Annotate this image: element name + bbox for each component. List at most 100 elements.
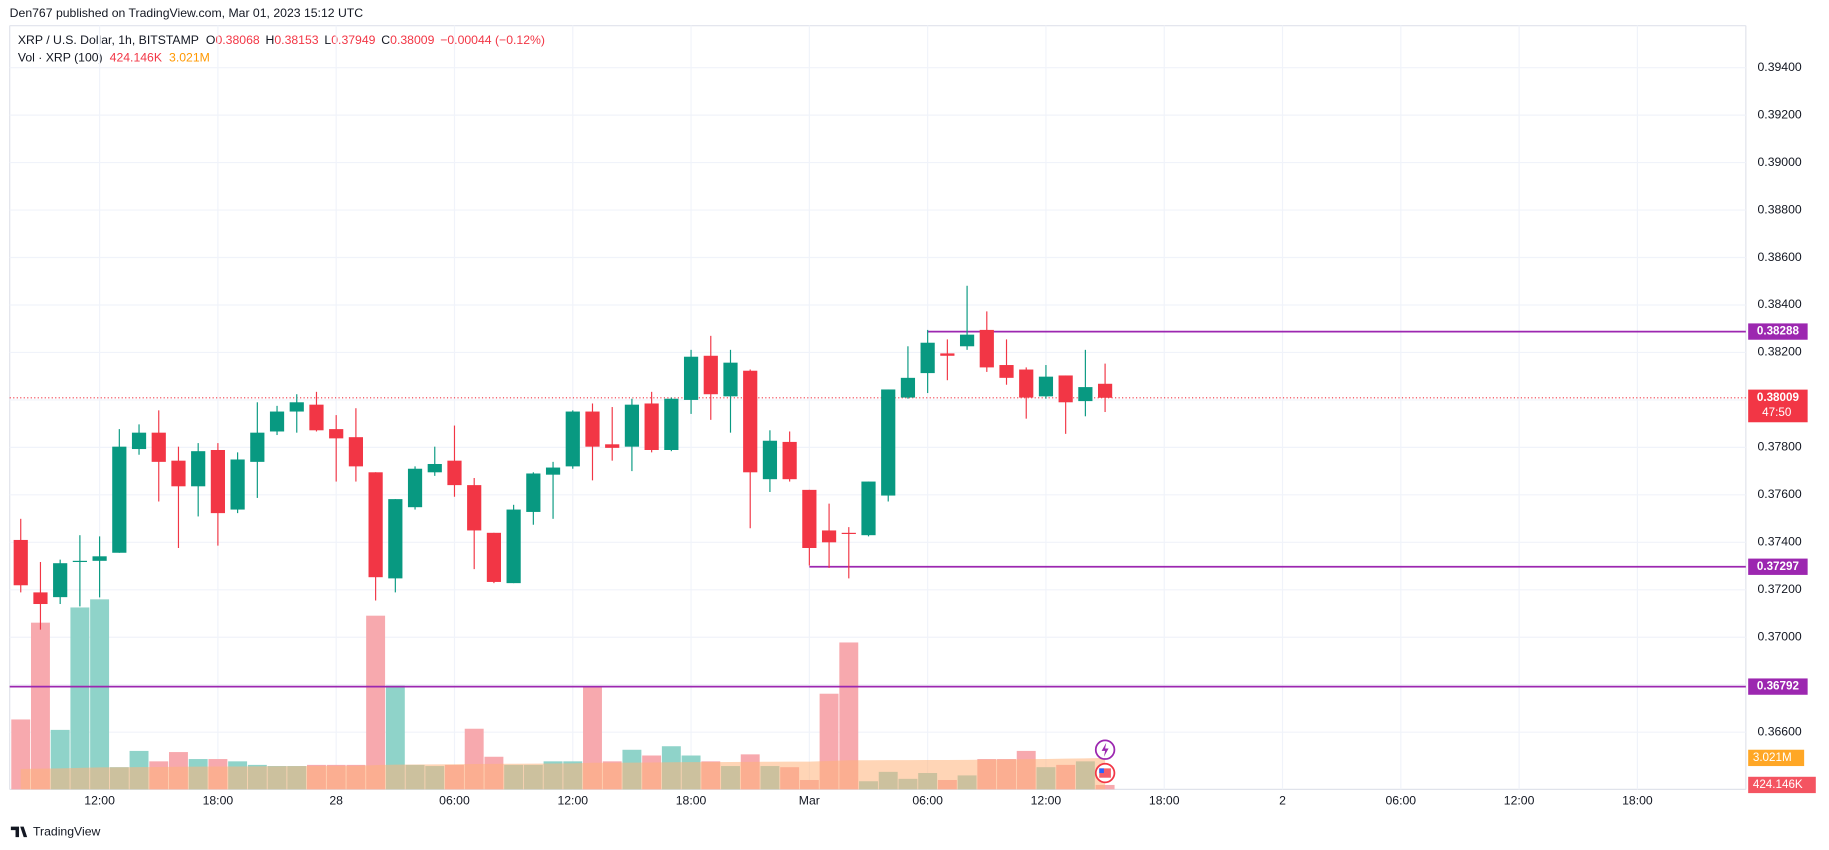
candle-body (289, 402, 304, 412)
volume-pane (11, 599, 1115, 790)
candle-body (585, 411, 600, 447)
price-label-bg (1748, 389, 1808, 423)
candle-body (605, 444, 620, 448)
symbol-title: XRP / U.S. Dollar, 1h, BITSTAMP (18, 33, 199, 47)
event-icon-bolt (1101, 742, 1109, 757)
candle-body (900, 377, 916, 398)
y-tick-label: 0.37000 (1758, 629, 1802, 643)
countdown: 47:50 (1762, 406, 1792, 419)
x-tick-label: 06:00 (912, 793, 943, 807)
candle-body (762, 440, 778, 480)
y-tick-label: 0.38400 (1758, 297, 1802, 311)
candle-body (683, 356, 699, 400)
candle-body (309, 404, 324, 431)
candle-body (112, 446, 127, 553)
x-tick-label: 12:00 (84, 793, 115, 807)
volume-legend: Vol · XRP (100) 424.146K 3.021M (18, 51, 210, 65)
y-tick-label: 0.38600 (1758, 250, 1802, 264)
candle-body (723, 362, 738, 397)
volume-label-bg (1748, 776, 1816, 794)
candle-body (348, 437, 364, 467)
candle-body (841, 532, 856, 535)
candle-body (526, 473, 541, 512)
candle-body (1038, 376, 1054, 397)
candle-body (644, 403, 659, 450)
candle-body (486, 532, 502, 582)
candle-body (407, 468, 423, 508)
y-tick-label: 0.39000 (1758, 155, 1802, 169)
candle-body (1058, 375, 1073, 403)
y-tick-label: 0.39200 (1758, 107, 1802, 121)
candle-body (940, 353, 955, 356)
volume-bar (30, 622, 50, 790)
level-label: 0.37297 (1757, 560, 1799, 573)
y-tick-label: 0.36600 (1758, 724, 1802, 738)
y-tick-label: 0.37200 (1758, 582, 1802, 596)
volume-ma-label-bg (1748, 749, 1805, 767)
legend-line: XRP / U.S. Dollar, 1h, BITSTAMP O0.38068 H… (18, 33, 545, 47)
volume-title: Vol · XRP (100) (18, 51, 103, 65)
ohlc-value: 0.38153 (274, 33, 318, 47)
ohlc-value: 0.38068 (215, 33, 259, 47)
x-tick-label: 2 (1279, 793, 1286, 807)
brand: TradingView (10, 825, 101, 839)
volume-ma-area (20, 757, 1106, 790)
volume-bar (839, 642, 859, 790)
candle-body (368, 472, 383, 578)
flag-icon-stripes (1099, 768, 1111, 778)
candle-body (999, 365, 1014, 378)
brand-logo (10, 826, 28, 838)
level-label-bg (1748, 558, 1808, 575)
volume-label: 424.146K (1753, 778, 1803, 791)
flag-icon-canton (1099, 768, 1104, 774)
candle-body (959, 334, 975, 347)
x-tick-label: 06:00 (439, 793, 470, 807)
volume-bar (90, 599, 110, 790)
volume-ma-label: 3.021M (1753, 751, 1792, 764)
candle-body (151, 432, 166, 462)
candle-body (329, 429, 344, 439)
candle-body (545, 467, 561, 475)
candle-body (427, 463, 442, 473)
ohlc-letter: H (266, 33, 275, 47)
x-tick-label: 06:00 (1386, 793, 1417, 807)
candle-body (131, 432, 147, 450)
candle-body (33, 592, 48, 605)
y-tick-label: 0.37400 (1758, 535, 1802, 549)
candle-body (191, 451, 206, 487)
candle-body (861, 481, 876, 536)
level-label-bg (1748, 678, 1808, 695)
candle-body (1097, 383, 1113, 398)
x-tick-label: 12:00 (1031, 793, 1062, 807)
candle-body (782, 441, 797, 480)
candle-body (506, 509, 521, 584)
x-tick-label: 18:00 (1149, 793, 1180, 807)
level-label: 0.38288 (1757, 325, 1800, 338)
candle-body (230, 459, 245, 510)
y-tick-label: 0.37600 (1758, 487, 1802, 501)
candle-body (13, 539, 28, 586)
volume-ma-last: 3.021M (169, 51, 210, 65)
price-label: 0.38009 (1757, 391, 1800, 404)
x-tick-label: 12:00 (557, 793, 588, 807)
volume-bar (70, 607, 90, 790)
y-tick-label: 0.38800 (1758, 202, 1802, 216)
x-tick-label: 28 (329, 793, 343, 807)
level-label-bg (1748, 323, 1808, 340)
x-tick-label: 18:00 (1622, 793, 1653, 807)
y-tick-label: 0.39400 (1758, 60, 1802, 74)
candle-body (664, 398, 679, 450)
candle-body (210, 449, 225, 514)
candle-body (269, 411, 285, 432)
x-tick-label: 18:00 (676, 793, 707, 807)
candle-body (624, 404, 640, 447)
candle-body (565, 411, 580, 467)
ohlc-letter: L (324, 33, 331, 47)
candle-body (1019, 369, 1034, 398)
volume-last: 424.146K (110, 51, 163, 65)
candle-body (447, 460, 462, 486)
ohlc-value: 0.37949 (331, 33, 375, 47)
